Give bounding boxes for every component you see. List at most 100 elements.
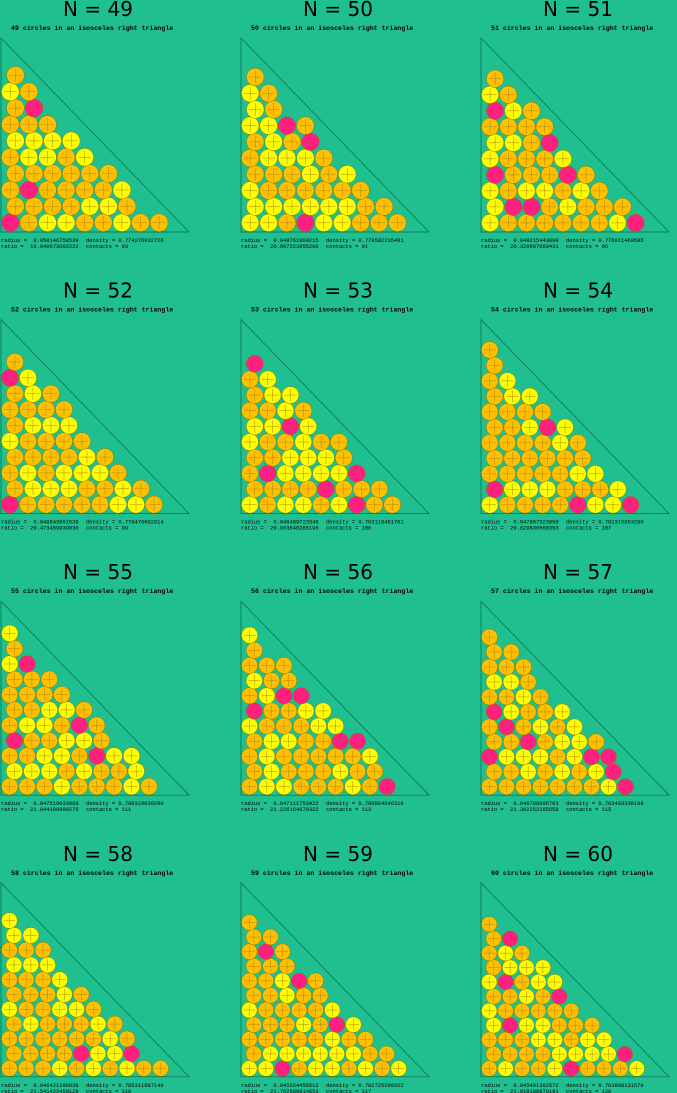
circle [538, 418, 557, 437]
panel-title: N = 57 [543, 560, 613, 584]
circle [621, 496, 640, 514]
panel: N = 55 55 circles in an isosceles right t… [0, 560, 190, 813]
circle [504, 197, 523, 216]
circle [502, 930, 519, 947]
stat: density = 0.783808131579 [566, 1083, 644, 1089]
circle [616, 1046, 633, 1063]
stat: radius = 0.045401392572 [481, 1083, 559, 1089]
circle [498, 718, 515, 736]
stat: radius = 0.049762869215 [241, 238, 319, 244]
circle [1, 213, 20, 232]
circle [519, 733, 537, 751]
circle [1, 495, 19, 514]
circle [486, 101, 505, 120]
stat: density = 0.780864646319 [326, 801, 404, 807]
triangle [0, 600, 190, 796]
panel-subtitle: 51 circles in an isosceles right triangl… [491, 25, 653, 32]
panel-subtitle: 60 circles in an isosceles right triangl… [491, 870, 653, 877]
panel-title: N = 52 [63, 279, 133, 303]
panel: N = 52 52 circles in an isosceles right t… [0, 279, 190, 532]
circle [349, 732, 366, 750]
circle [245, 702, 263, 720]
stat: ratio = 20.829836568353 [481, 526, 559, 532]
circle [72, 1045, 90, 1062]
stat: ratio = 20.320807060431 [481, 244, 559, 250]
circle [277, 116, 297, 135]
panel-subtitle: 49 circles in an isosceles right triangl… [11, 25, 173, 32]
panel: N = 49 49 circles in an isosceles right t… [0, 0, 190, 250]
panel: N = 56 56 circles in an isosceles right t… [240, 560, 430, 813]
stat: density = 0.782725209322 [326, 1083, 404, 1089]
circle [497, 973, 514, 991]
circle [281, 417, 300, 436]
circle [378, 778, 396, 796]
panel: N = 51 51 circles in an isosceles right t… [480, 0, 670, 250]
stat: density = 0.774276932726 [86, 238, 164, 244]
triangle [240, 600, 430, 796]
stat: radius = 0.048843851539 [1, 520, 79, 526]
panel-subtitle: 54 circles in an isosceles right triangl… [491, 307, 653, 314]
panel-title: N = 53 [303, 279, 373, 303]
circle [331, 732, 349, 750]
circle [626, 213, 645, 232]
panel-title: N = 58 [63, 842, 133, 866]
stat: radius = 0.045554456512 [241, 1083, 319, 1089]
panel-subtitle: 52 circles in an isosceles right triangl… [11, 307, 173, 314]
panel-title: N = 60 [543, 842, 613, 866]
circle [617, 778, 634, 796]
circle [347, 495, 366, 514]
stat: contacts = 116 [86, 1089, 131, 1093]
stat: radius = 0.046421286938 [1, 1083, 79, 1089]
stat: contacts = 107 [566, 526, 611, 532]
panel-title: N = 49 [63, 0, 133, 21]
stat: contacts = 115 [566, 807, 611, 813]
stat: density = 0.781315953290 [566, 520, 644, 526]
circle [1, 369, 19, 387]
stat: contacts = 99 [86, 526, 128, 532]
circle [583, 748, 600, 766]
stat: ratio = 19.940673092222 [1, 244, 79, 250]
circle [301, 132, 320, 151]
circle [502, 1017, 519, 1034]
circle [275, 687, 293, 705]
panel-title: N = 50 [303, 0, 373, 21]
stat: ratio = 21.226164679322 [241, 807, 319, 813]
circle [485, 480, 504, 498]
panel-title: N = 51 [543, 0, 613, 21]
stat: density = 0.783403338188 [566, 801, 644, 807]
circle [296, 213, 315, 232]
panel: N = 53 53 circles in an isosceles right t… [240, 279, 430, 532]
panel-title: N = 55 [63, 560, 133, 584]
stat: contacts = 93 [86, 244, 128, 250]
triangle [240, 318, 430, 514]
circle [292, 687, 310, 705]
stat: ratio = 21.762589614653 [241, 1089, 319, 1093]
circle [558, 165, 577, 184]
circle [274, 1060, 291, 1077]
stat: radius = 0.047907323959 [481, 520, 559, 526]
stat: contacts = 113 [326, 807, 371, 813]
circle [604, 763, 622, 781]
stat: radius = 0.047519033968 [1, 801, 79, 807]
circle [19, 180, 39, 200]
stat: ratio = 21.392252185658 [481, 807, 559, 813]
circle [257, 943, 275, 960]
stat: density = 0.780329030290 [86, 801, 164, 807]
stat: radius = 0.049215443899 [481, 238, 559, 244]
stat: density = 0.776011469585 [566, 238, 644, 244]
circle [485, 703, 503, 721]
circle [569, 496, 587, 514]
circle [551, 988, 568, 1005]
circle [18, 655, 36, 673]
panel: N = 59 59 circles in an isosceles right t… [240, 842, 430, 1093]
triangle [240, 37, 430, 233]
circle [540, 133, 559, 152]
circle [347, 464, 366, 483]
stat: radius = 0.050146758539 [1, 238, 79, 244]
circle [258, 464, 277, 483]
stat: radius = 0.046788895703 [481, 801, 559, 807]
stat: contacts = 111 [86, 807, 131, 813]
triangle [480, 881, 670, 1078]
stat: ratio = 21.918188879191 [481, 1089, 559, 1093]
panel-subtitle: 58 circles in an isosceles right triangl… [11, 870, 173, 877]
